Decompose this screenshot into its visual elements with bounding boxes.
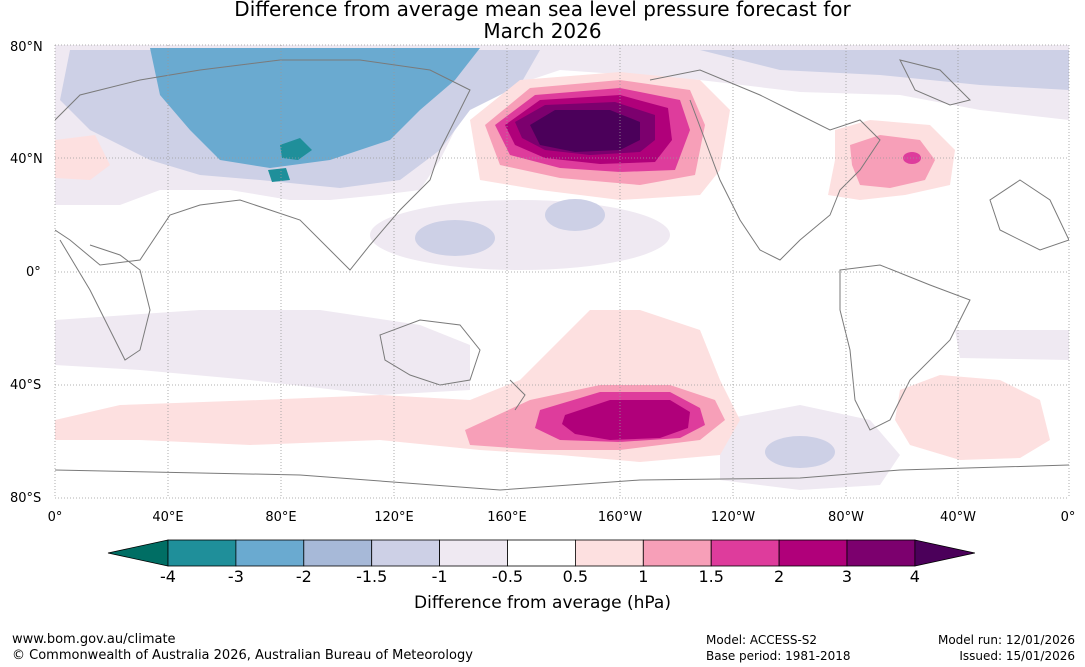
- footer-model: Model: ACCESS-S2: [706, 633, 818, 647]
- colorbar-tick-label: -2: [295, 567, 312, 586]
- colorbar-swatch: [235, 539, 305, 567]
- colorbar-swatch: [303, 539, 373, 567]
- colorbar-tick-label: -1: [431, 567, 448, 586]
- footer-model-run: Model run: 12/01/2026: [937, 633, 1075, 647]
- colorbar-swatch: [167, 539, 237, 567]
- negative-anomaly-pacific-mid-2: [545, 199, 605, 231]
- colorbar-extend-low: [107, 539, 169, 567]
- colorbar-tick-label: 2: [774, 567, 785, 586]
- colorbar-tick-label: 0.5: [562, 567, 589, 586]
- coastlines: [55, 59, 1069, 491]
- lon-label-0-west: 0°: [47, 510, 63, 525]
- positive-anomaly-atlantic-mid: [850, 135, 935, 188]
- positive-anomaly-atlantic-core: [903, 152, 921, 164]
- lon-label-0-east: 0°: [1060, 510, 1076, 525]
- lon-label-120e: 120°E: [374, 510, 414, 525]
- colorbar-swatch: [642, 539, 712, 567]
- colorbar-swatch: [778, 539, 848, 567]
- colorbar-swatch: [439, 539, 508, 567]
- colorbar-tick-label: -0.5: [491, 567, 524, 586]
- colorbar-swatch: [710, 539, 780, 567]
- colorbar-tick-label: 4: [909, 567, 920, 586]
- footer-copyright: © Commonwealth of Australia 2026, Austra…: [12, 648, 473, 663]
- negative-anomaly-pacific: [370, 200, 670, 270]
- colorbar-tick-label: -4: [160, 567, 176, 586]
- lon-label-80w: 80°W: [828, 510, 864, 525]
- positive-anomaly-north-pacific-core: [530, 110, 640, 152]
- negative-anomaly-south-atlantic-east: [955, 330, 1069, 360]
- negative-anomaly-southeast-pacific-mid: [765, 436, 835, 468]
- colorbar: [107, 539, 975, 567]
- lon-label-120w: 120°W: [710, 510, 756, 525]
- lon-label-160w: 160°W: [597, 510, 643, 525]
- graticule: [54, 44, 1070, 499]
- anomaly-field: [55, 45, 1069, 491]
- colorbar-extend-high: [914, 539, 975, 567]
- negative-anomaly-core: [280, 138, 312, 160]
- lat-label-40n: 40°N: [10, 152, 43, 167]
- lon-label-80e: 80°E: [265, 510, 297, 525]
- footer-base-period: Base period: 1981-2018: [706, 649, 851, 663]
- positive-anomaly-west-asia: [55, 135, 110, 180]
- lon-label-40e: 40°E: [152, 510, 184, 525]
- positive-anomaly-south-atlantic: [895, 375, 1050, 460]
- colorbar-swatch: [846, 539, 916, 567]
- negative-anomaly-asia-strong: [150, 48, 480, 168]
- map-title-line1: Difference from average mean sea level p…: [234, 0, 851, 21]
- negative-anomaly-core-2: [268, 168, 290, 182]
- colorbar-tick-label: 1.5: [698, 567, 724, 586]
- colorbar-title: Difference from average (hPa): [414, 593, 671, 613]
- lon-label-40w: 40°W: [940, 510, 976, 525]
- colorbar-tick-label: -3: [227, 567, 244, 586]
- negative-anomaly-indian-ocean: [55, 310, 470, 395]
- colorbar-tick-label: -1.5: [356, 567, 388, 586]
- colorbar-tick-label: 1: [638, 567, 649, 586]
- footer-issued: Issued: 15/01/2026: [959, 649, 1075, 663]
- negative-anomaly-arctic-east: [700, 50, 1069, 90]
- lat-label-80n: 80°N: [10, 40, 43, 55]
- map-title-line2: March 2026: [483, 19, 602, 43]
- lat-label-80s: 80°S: [10, 491, 42, 506]
- colorbar-swatch: [371, 539, 441, 567]
- lon-label-160e: 160°E: [487, 510, 527, 525]
- negative-anomaly-pacific-mid: [415, 220, 495, 256]
- lat-label-40s: 40°S: [10, 378, 42, 393]
- colorbar-swatch: [507, 539, 576, 567]
- colorbar-tick-label: 3: [841, 567, 853, 586]
- lat-label-0: 0°: [26, 265, 41, 280]
- positive-anomaly-south-pacific-2: [562, 400, 690, 440]
- footer-url: www.bom.gov.au/climate: [12, 632, 176, 647]
- colorbar-swatch: [575, 539, 644, 567]
